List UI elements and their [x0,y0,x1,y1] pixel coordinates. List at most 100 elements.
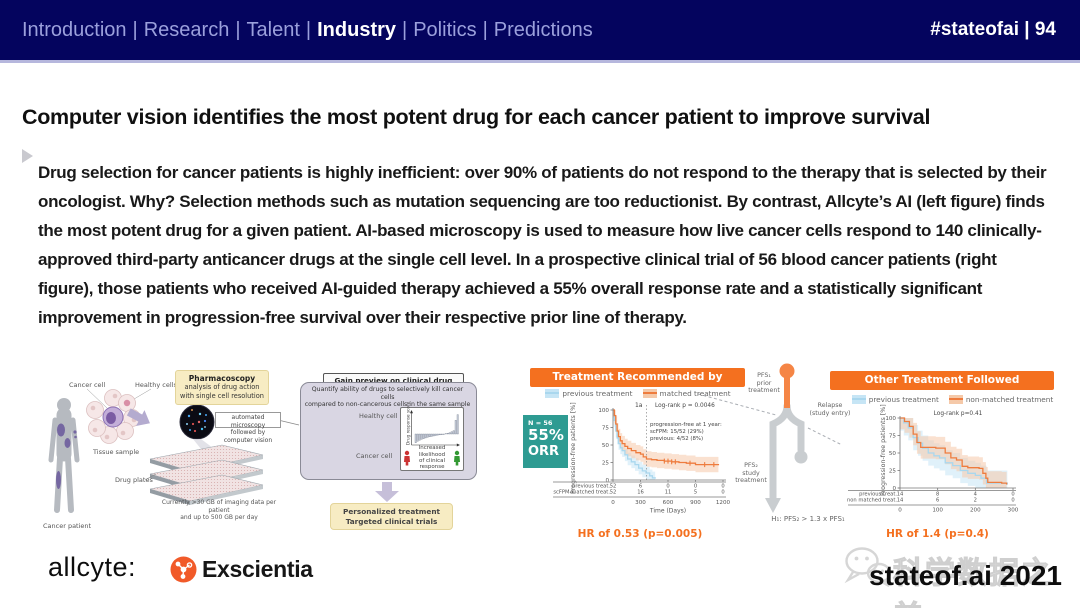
down-arrow-icon [375,482,399,502]
drug-plates-stack [149,444,264,506]
svg-text:25: 25 [602,461,610,467]
svg-text:Log-rank p = 0.0046: Log-rank p = 0.0046 [655,403,715,409]
tumor-patches [56,423,77,489]
svg-text:100: 100 [885,416,896,422]
legend-item: matched treatment [642,389,731,398]
svg-text:Log-rank p=0.41: Log-rank p=0.41 [934,411,983,417]
quantify-text: Quantify ability of drugs to selectively… [304,386,471,409]
legend-left-chart: previous treatment matched treatment [532,389,744,398]
page-indicator: #stateofai | 94 [930,19,1056,40]
exscientia-icon [170,556,197,583]
right-panel-header: Other Treatment Followed [830,371,1054,390]
hypothesis-label: H₁: PFS₂ > 1.3 x PFS₁ [771,515,845,523]
tissue-sample-label: Tissue sample [93,448,140,456]
nav-item-industry: Industry [317,18,397,41]
svg-text:75: 75 [889,434,897,440]
cancer-cell-label-2: Cancer cell [356,452,393,460]
svg-text:6: 6 [639,484,642,490]
svg-text:0: 0 [1011,492,1014,498]
pharmacoscopy-sub2: with single cell resolution [180,391,264,400]
svg-text:16: 16 [637,490,644,496]
non-responder-person-icon [404,450,410,466]
svg-text:scFPM: 15/52 (29%): scFPM: 15/52 (29%) [650,429,704,435]
svg-text:11: 11 [665,490,672,496]
microscopy-note: automated microscopy followed by compute… [215,412,281,444]
svg-text:75: 75 [602,426,610,432]
exscientia-logo: Exscientia [202,556,313,582]
orr-label: ORR [528,444,560,459]
svg-text:6: 6 [936,498,939,504]
waterfall-xlabel: Increased likelihood of clinical respons… [418,445,446,471]
legend-label: non-matched treatment [965,395,1054,404]
relapse-label: Relapse (study entry) [809,402,851,417]
nav-separator: | [402,18,408,41]
pharmacoscopy-box: Pharmacoscopy analysis of drug action wi… [175,370,269,405]
svg-text:50: 50 [602,443,610,449]
nav-item-talent: Talent [246,18,300,41]
km-chart-recommended: 1a Log-rank p = 0.0046 progression-free at… [553,402,731,515]
watermark-text: 科学数据之美 [893,557,1053,608]
pharmacoscopy-title: Pharmacoscopy [188,374,256,383]
allcyte-logo: allcyte: [48,552,137,582]
svg-text:progression-free at 1 year:: progression-free at 1 year: [650,422,722,428]
legend-swatch [851,395,866,404]
top-nav-bar: Introduction | Research | Talent | Industry | Po… [0,0,1080,63]
stateofai-logo: stateof.ai 2021 [869,560,1062,591]
nav-breadcrumb: Introduction | Research | Talent | Industry | Po… [22,19,593,42]
legend-swatch [642,389,657,398]
svg-text:0: 0 [611,500,615,506]
svg-text:0: 0 [721,484,724,490]
svg-text:0: 0 [898,508,902,514]
svg-text:300: 300 [635,500,646,506]
legend-label: previous treatment [868,395,939,404]
data-volume-note: Currently >30 GB of imaging data per pat… [161,499,277,521]
n-label: N = 56 [528,419,553,427]
svg-text:52: 52 [610,490,617,496]
workflow-arrow-icon [126,408,150,426]
svg-text:52: 52 [610,484,617,490]
svg-text:200: 200 [970,508,981,514]
bullet-triangle-icon [22,149,33,163]
svg-text:0: 0 [1011,498,1014,504]
svg-text:300: 300 [1008,508,1019,514]
svg-text:0: 0 [605,478,609,484]
outcome-line1: Personalized treatment [342,507,440,516]
drug-response-waterfall-chart: Drug response score [406,401,460,447]
svg-text:100: 100 [932,508,943,514]
pfs2-label: PFS₂ study treatment [735,462,767,484]
nav-separator: | [482,18,488,41]
svg-text:1200: 1200 [716,500,731,506]
legend-swatch [545,389,560,398]
healthy-cell-label: Healthy cell [359,412,398,420]
svg-text:14: 14 [897,498,904,504]
nav-item-politics: Politics [413,18,477,41]
body-text: Drug selection for cancer patients is hi… [38,163,1047,327]
svg-text:2: 2 [974,498,977,504]
svg-text:0: 0 [666,484,669,490]
page-title: Computer vision identifies the most pote… [22,105,931,130]
outcome-box: Personalized treatment Targeted clinical… [330,503,453,530]
svg-text:Time (Days): Time (Days) [649,508,686,515]
clinical-trial-figure: Treatment Recommended by Platform Other … [520,358,1080,553]
hr-caption-right: HR of 1.4 (p=0.4) [886,528,989,540]
svg-text:50: 50 [889,451,897,457]
outcome-line2: Targeted clinical trials [345,516,438,526]
healthy-cells-label: Healthy cells [135,381,177,389]
hr-caption-left: HR of 0.53 (p=0.005) [577,528,703,540]
svg-text:previous treat.: previous treat. [572,484,610,490]
pfs1-node [779,363,795,379]
svg-text:1a: 1a [635,402,643,409]
pharmacoscopy-sub1: analysis of drug action [184,383,260,391]
svg-text:100: 100 [598,408,609,414]
svg-text:previous: 4/52 (8%): previous: 4/52 (8%) [650,436,703,442]
svg-text:14: 14 [897,492,904,498]
legend-label: matched treatment [659,389,731,398]
microscopy-image [179,404,215,440]
legend-item: previous treatment [545,389,633,398]
legend-swatch [948,395,963,404]
nav-item-predictions: Predictions [493,18,593,41]
nav-item-introduction: Introduction [22,18,127,41]
legend-right-chart: previous treatment non-matched treatment [835,395,1070,404]
